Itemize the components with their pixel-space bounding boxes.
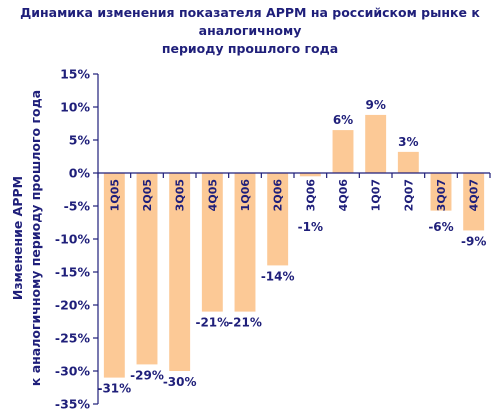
y-tick-label: 15% bbox=[60, 67, 90, 82]
y-tick-label: -30% bbox=[55, 364, 91, 379]
data-label-4q05: -21% bbox=[195, 316, 229, 330]
category-label-3q06: 3Q06 bbox=[304, 179, 317, 212]
bars-layer bbox=[103, 114, 485, 378]
category-label-2q05: 2Q05 bbox=[141, 179, 154, 211]
bar-4q07 bbox=[463, 173, 485, 231]
y-tick-label: -25% bbox=[55, 331, 91, 346]
bar-3q06 bbox=[299, 173, 321, 177]
y-tick-label: 5% bbox=[69, 133, 91, 148]
category-label-3q05: 3Q05 bbox=[174, 179, 187, 211]
category-label-4q05: 4Q05 bbox=[206, 179, 219, 211]
category-label-1q06: 1Q06 bbox=[239, 179, 252, 212]
category-label-2q07: 2Q07 bbox=[402, 179, 415, 211]
y-tick-label: 10% bbox=[60, 100, 90, 115]
y-tick-label: 0% bbox=[69, 166, 91, 181]
y-tick-label: -20% bbox=[55, 298, 91, 313]
bar-2q05 bbox=[136, 173, 158, 365]
bar-1q07 bbox=[365, 114, 387, 173]
y-axis-label-line-2: к аналогичному периоду прошлого года bbox=[28, 90, 43, 386]
data-label-2q05: -29% bbox=[130, 368, 164, 382]
chart-title-line-1: Динамика изменения показателя APPM на ро… bbox=[20, 5, 480, 38]
bar-4q05 bbox=[201, 173, 223, 312]
data-label-1q06: -21% bbox=[228, 316, 262, 330]
data-label-4q07: -9% bbox=[461, 234, 486, 248]
data-label-2q07: 3% bbox=[398, 135, 418, 149]
data-label-3q06: -1% bbox=[298, 220, 323, 234]
chart-title-line-2: периоду прошлого года bbox=[161, 41, 339, 56]
bar-3q07 bbox=[430, 173, 452, 211]
bar-4q06 bbox=[332, 130, 354, 173]
labels-layer: 1Q05 -31% 2Q05 -29% 3Q05 -30% 4Q05 -21% 1Q06 -21%… bbox=[97, 98, 486, 396]
category-label-3q07: 3Q07 bbox=[435, 179, 448, 211]
data-label-3q05: -30% bbox=[163, 375, 197, 389]
data-label-2q06: -14% bbox=[261, 269, 295, 283]
y-tick-label: -15% bbox=[55, 265, 91, 280]
y-axis-label-line-1: Изменение APPM bbox=[10, 176, 25, 300]
axes-layer: 15% 10% 5% 0% -5% -10% -15% -20% -25% -30% -35% bbox=[55, 67, 491, 412]
category-label-1q07: 1Q07 bbox=[370, 179, 383, 211]
bar-2q07 bbox=[397, 151, 419, 173]
bar-1q05 bbox=[103, 173, 125, 378]
category-label-2q06: 2Q06 bbox=[272, 179, 285, 212]
bar-2q06 bbox=[267, 173, 289, 266]
data-label-1q05: -31% bbox=[97, 382, 131, 396]
data-label-1q07: 9% bbox=[365, 98, 385, 112]
bar-1q06 bbox=[234, 173, 256, 312]
y-tick-label: -35% bbox=[55, 397, 91, 412]
y-tick-label: -10% bbox=[55, 232, 91, 247]
y-axis-label: Изменение APPM к аналогичному периоду пр… bbox=[10, 90, 43, 386]
bar-3q05 bbox=[169, 173, 191, 371]
category-label-4q07: 4Q07 bbox=[468, 179, 481, 211]
category-label-1q05: 1Q05 bbox=[108, 179, 121, 211]
y-tick-label: -5% bbox=[64, 199, 91, 214]
chart-title: Динамика изменения показателя APPM на ро… bbox=[0, 4, 500, 58]
data-label-4q06: 6% bbox=[333, 113, 353, 127]
category-label-4q06: 4Q06 bbox=[337, 179, 350, 212]
data-label-3q07: -6% bbox=[428, 220, 453, 234]
